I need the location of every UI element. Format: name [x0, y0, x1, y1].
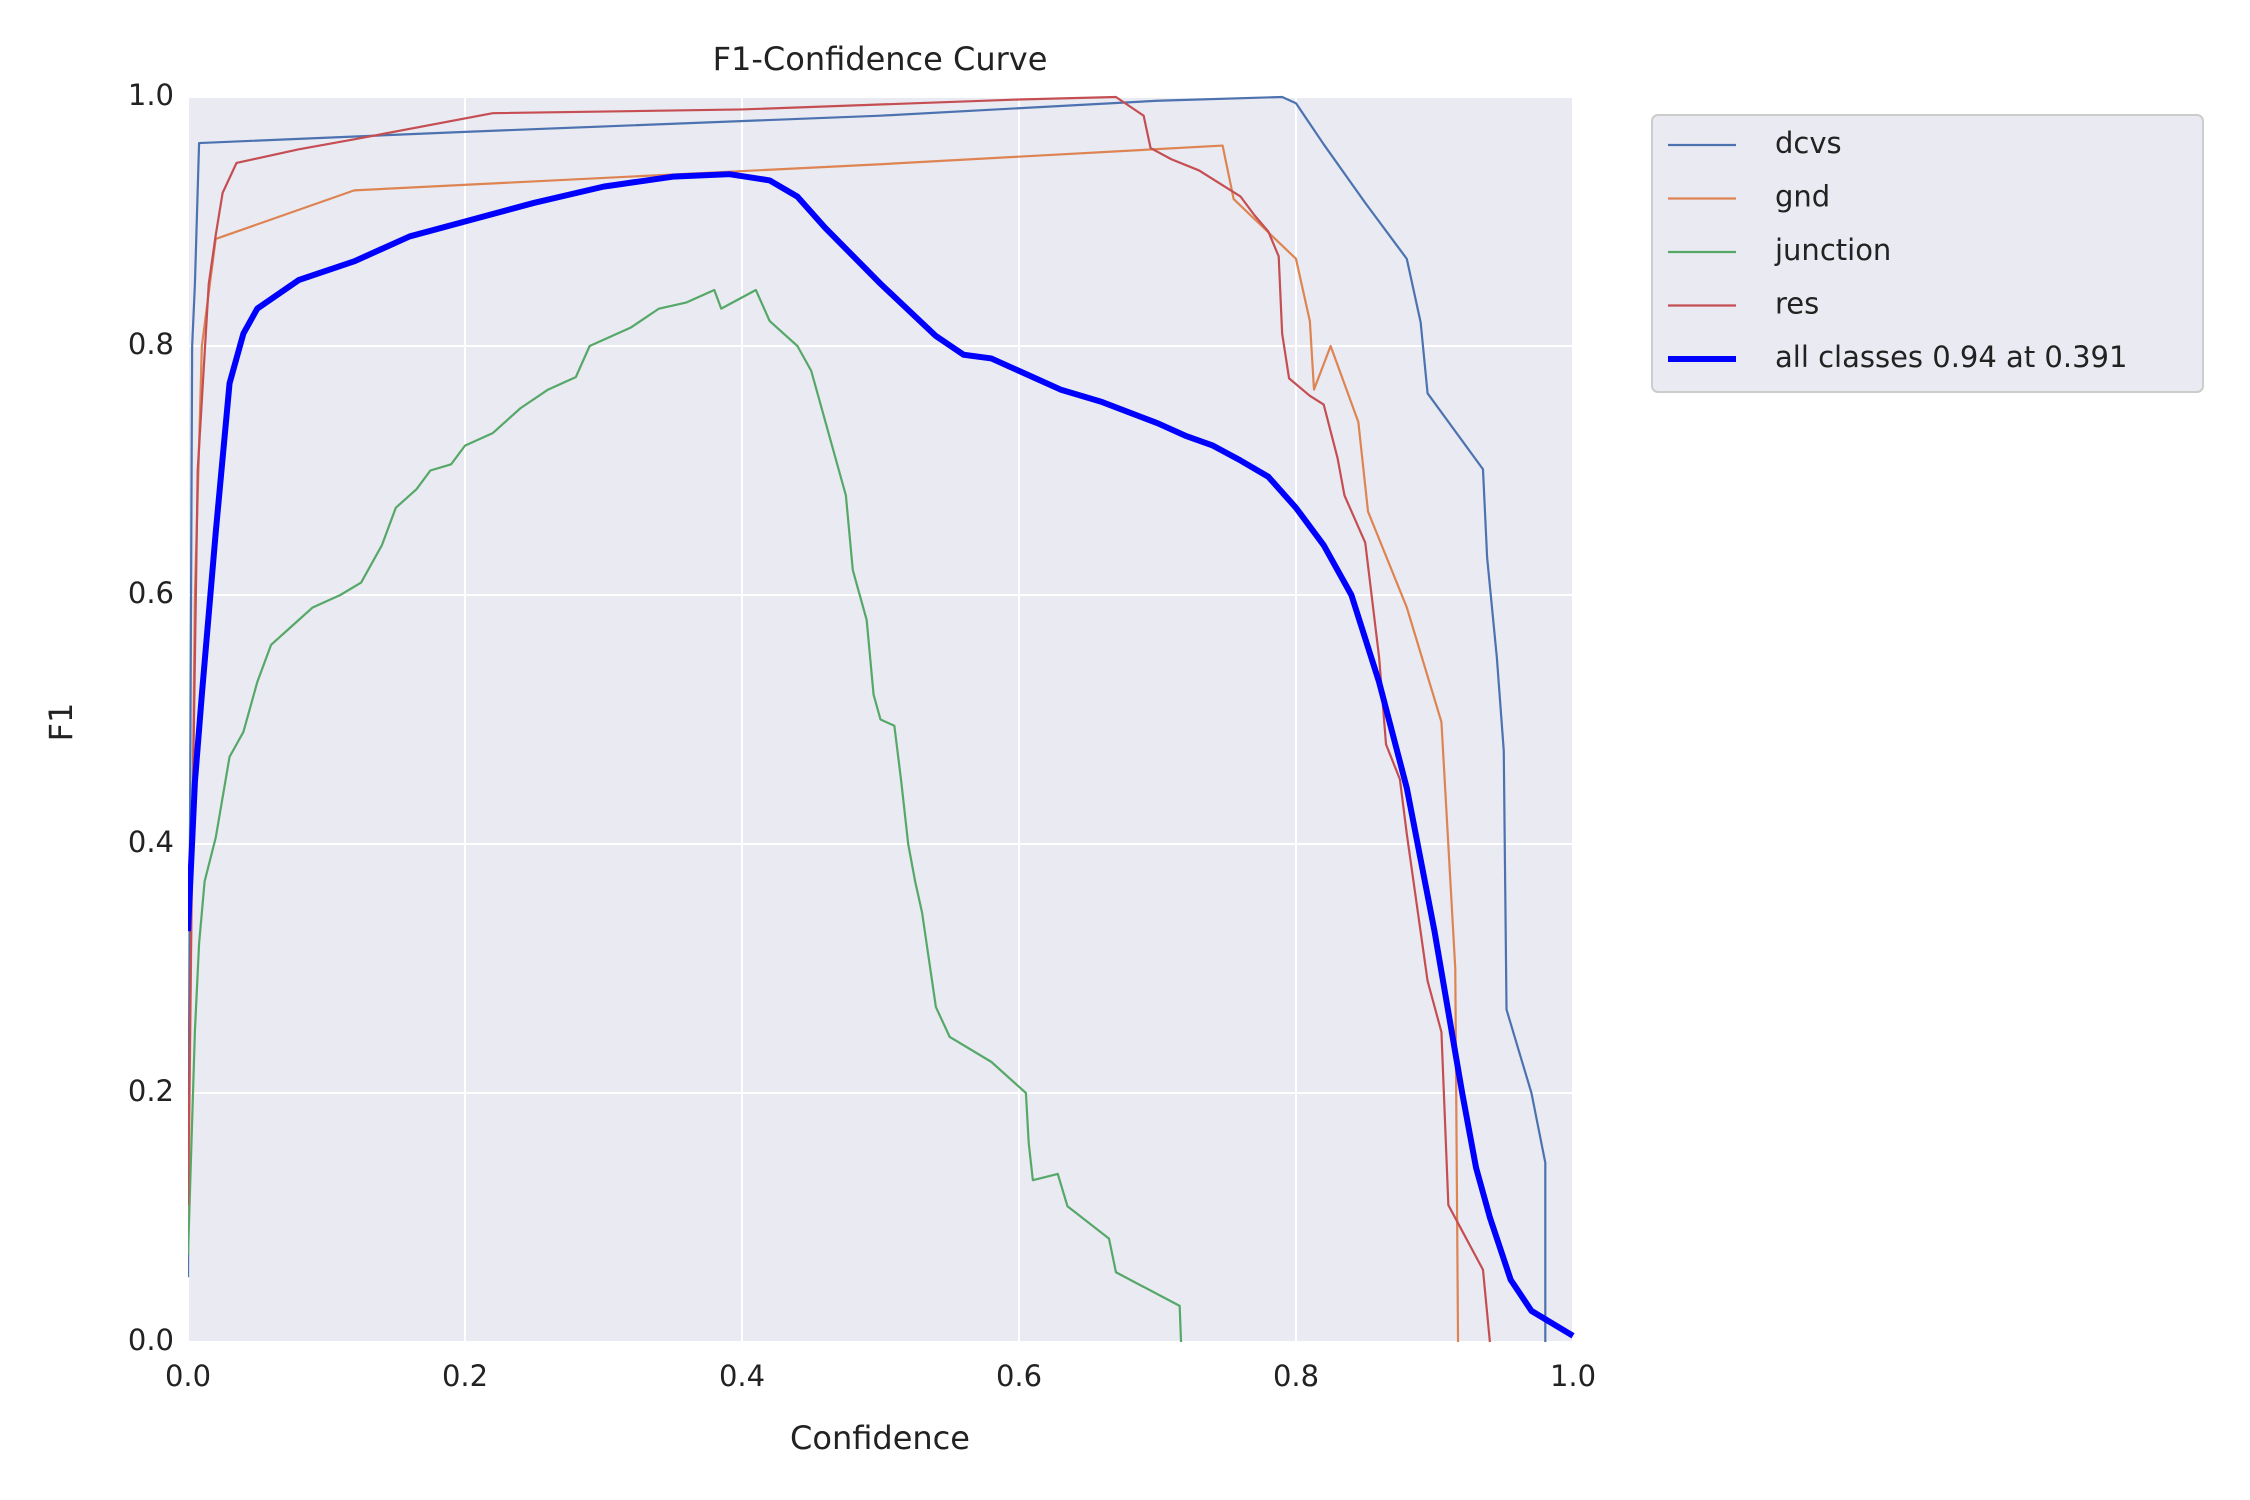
- legend-label: gnd: [1775, 180, 1830, 214]
- y-tick-label: 0.0: [128, 1323, 174, 1357]
- series-line: [188, 95, 1491, 1343]
- plot-lines: [188, 95, 1575, 1343]
- y-tick-label: 0.2: [128, 1074, 174, 1108]
- series-line: [188, 95, 1547, 1342]
- series-line: [188, 288, 1183, 1343]
- chart-title: F1-Confidence Curve: [713, 40, 1048, 78]
- y-tick-label: 1.0: [128, 78, 174, 112]
- y-tick-label: 0.6: [128, 576, 174, 610]
- y-axis-label: F1: [42, 703, 80, 742]
- y-tick-label: 0.8: [128, 327, 174, 361]
- x-tick-label: 0.2: [442, 1359, 488, 1393]
- x-tick-label: 0.4: [719, 1359, 765, 1393]
- legend-box: [1651, 114, 2204, 393]
- y-tick-label: 0.4: [128, 825, 174, 859]
- x-tick-label: 0.8: [1273, 1359, 1319, 1393]
- x-axis-label: Confidence: [790, 1419, 970, 1457]
- legend-label: dcvs: [1775, 126, 1842, 160]
- x-tick-label: 0.6: [996, 1359, 1042, 1393]
- series-line: [188, 171, 1575, 1339]
- legend-label: res: [1775, 287, 1819, 321]
- x-tick-label: 0.0: [165, 1359, 211, 1393]
- legend-label: all classes 0.94 at 0.391: [1775, 340, 2127, 374]
- legend-label: junction: [1774, 233, 1891, 267]
- x-tick-label: 1.0: [1550, 1359, 1596, 1393]
